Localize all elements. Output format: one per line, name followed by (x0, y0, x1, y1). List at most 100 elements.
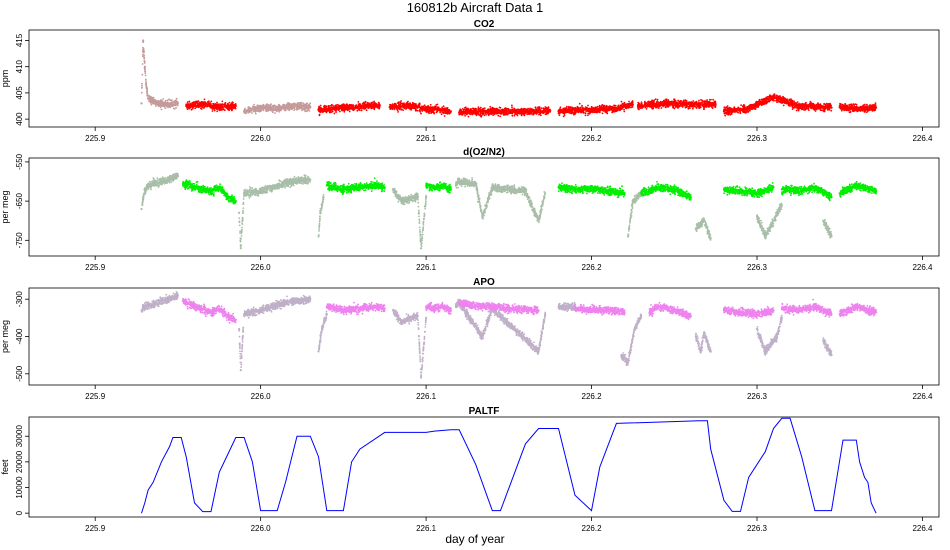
data-point (337, 106, 340, 108)
data-point (266, 107, 268, 109)
data-point (402, 109, 404, 111)
data-point (173, 101, 176, 103)
data-point (393, 104, 396, 107)
data-point (436, 110, 438, 113)
data-point (745, 108, 748, 111)
data-point (520, 114, 523, 116)
data-point (628, 106, 631, 109)
data-point (148, 94, 150, 97)
data-point (429, 106, 432, 109)
data-point (585, 110, 587, 112)
data-point (425, 107, 428, 110)
data-point (196, 105, 199, 108)
data-point (206, 104, 209, 106)
data-point (673, 104, 675, 107)
data-point (296, 108, 299, 111)
data-point (243, 110, 246, 113)
data-point (417, 104, 420, 107)
data-point (304, 110, 307, 113)
data-point (165, 104, 168, 106)
data-point (251, 107, 254, 110)
series-9 (722, 93, 833, 117)
data-point (158, 101, 161, 104)
data-point (529, 108, 531, 111)
data-point (684, 102, 687, 105)
data-point (546, 108, 549, 111)
data-point (224, 106, 226, 108)
data-point (683, 99, 685, 102)
data-point (441, 106, 444, 109)
data-point (650, 103, 653, 105)
data-point (708, 102, 711, 105)
data-point (347, 107, 350, 110)
data-point (396, 105, 399, 107)
data-point (146, 93, 149, 95)
series-4 (317, 100, 381, 117)
data-point (621, 102, 624, 105)
data-point (287, 108, 290, 110)
data-point (544, 106, 547, 108)
data-point (305, 107, 308, 109)
data-point (617, 104, 620, 107)
data-point (531, 108, 534, 111)
data-point (327, 105, 330, 107)
data-point (400, 108, 403, 111)
data-point (479, 108, 482, 111)
data-point (188, 100, 191, 103)
data-point (206, 105, 208, 108)
data-point (599, 107, 601, 109)
data-point (529, 111, 531, 113)
data-point (301, 104, 303, 107)
data-point (143, 59, 146, 62)
data-point (350, 106, 353, 109)
data-point (331, 104, 334, 107)
data-point (480, 110, 483, 113)
data-point (301, 107, 304, 109)
data-point (174, 104, 176, 106)
data-point (296, 107, 299, 109)
data-point (673, 107, 676, 110)
x-axis-label: day of year (445, 532, 504, 546)
data-point (216, 110, 219, 113)
data-point (583, 108, 586, 110)
data-point (712, 98, 714, 101)
data-point (433, 112, 436, 115)
data-point (513, 108, 516, 110)
data-point (414, 108, 417, 111)
data-point (398, 108, 401, 111)
data-point (160, 102, 163, 105)
data-point (515, 111, 518, 114)
data-point (676, 105, 679, 108)
data-point (711, 107, 714, 109)
data-point (467, 108, 470, 111)
data-point (411, 101, 414, 104)
data-point (594, 108, 597, 110)
data-point (189, 106, 192, 109)
data-point (590, 108, 593, 111)
data-point (464, 114, 466, 117)
data-point (570, 112, 573, 115)
data-point (713, 100, 716, 103)
data-point (631, 103, 635, 106)
series-6 (458, 104, 552, 118)
data-point (397, 106, 400, 109)
data-point (692, 107, 694, 110)
panel-title: CO2 (474, 19, 495, 30)
data-point (305, 103, 308, 105)
data-point (588, 112, 591, 115)
data-point (557, 110, 560, 113)
data-point (357, 101, 360, 103)
data-point (396, 109, 399, 112)
data-point (256, 107, 259, 109)
data-point (742, 106, 745, 109)
data-point (221, 100, 224, 103)
data-point (581, 108, 584, 111)
data-point (365, 109, 368, 112)
data-point (540, 107, 543, 110)
data-point (359, 102, 361, 105)
data-point (397, 111, 399, 113)
data-point (276, 109, 279, 112)
data-point (325, 111, 328, 114)
data-point (405, 102, 407, 105)
data-point (422, 107, 425, 110)
